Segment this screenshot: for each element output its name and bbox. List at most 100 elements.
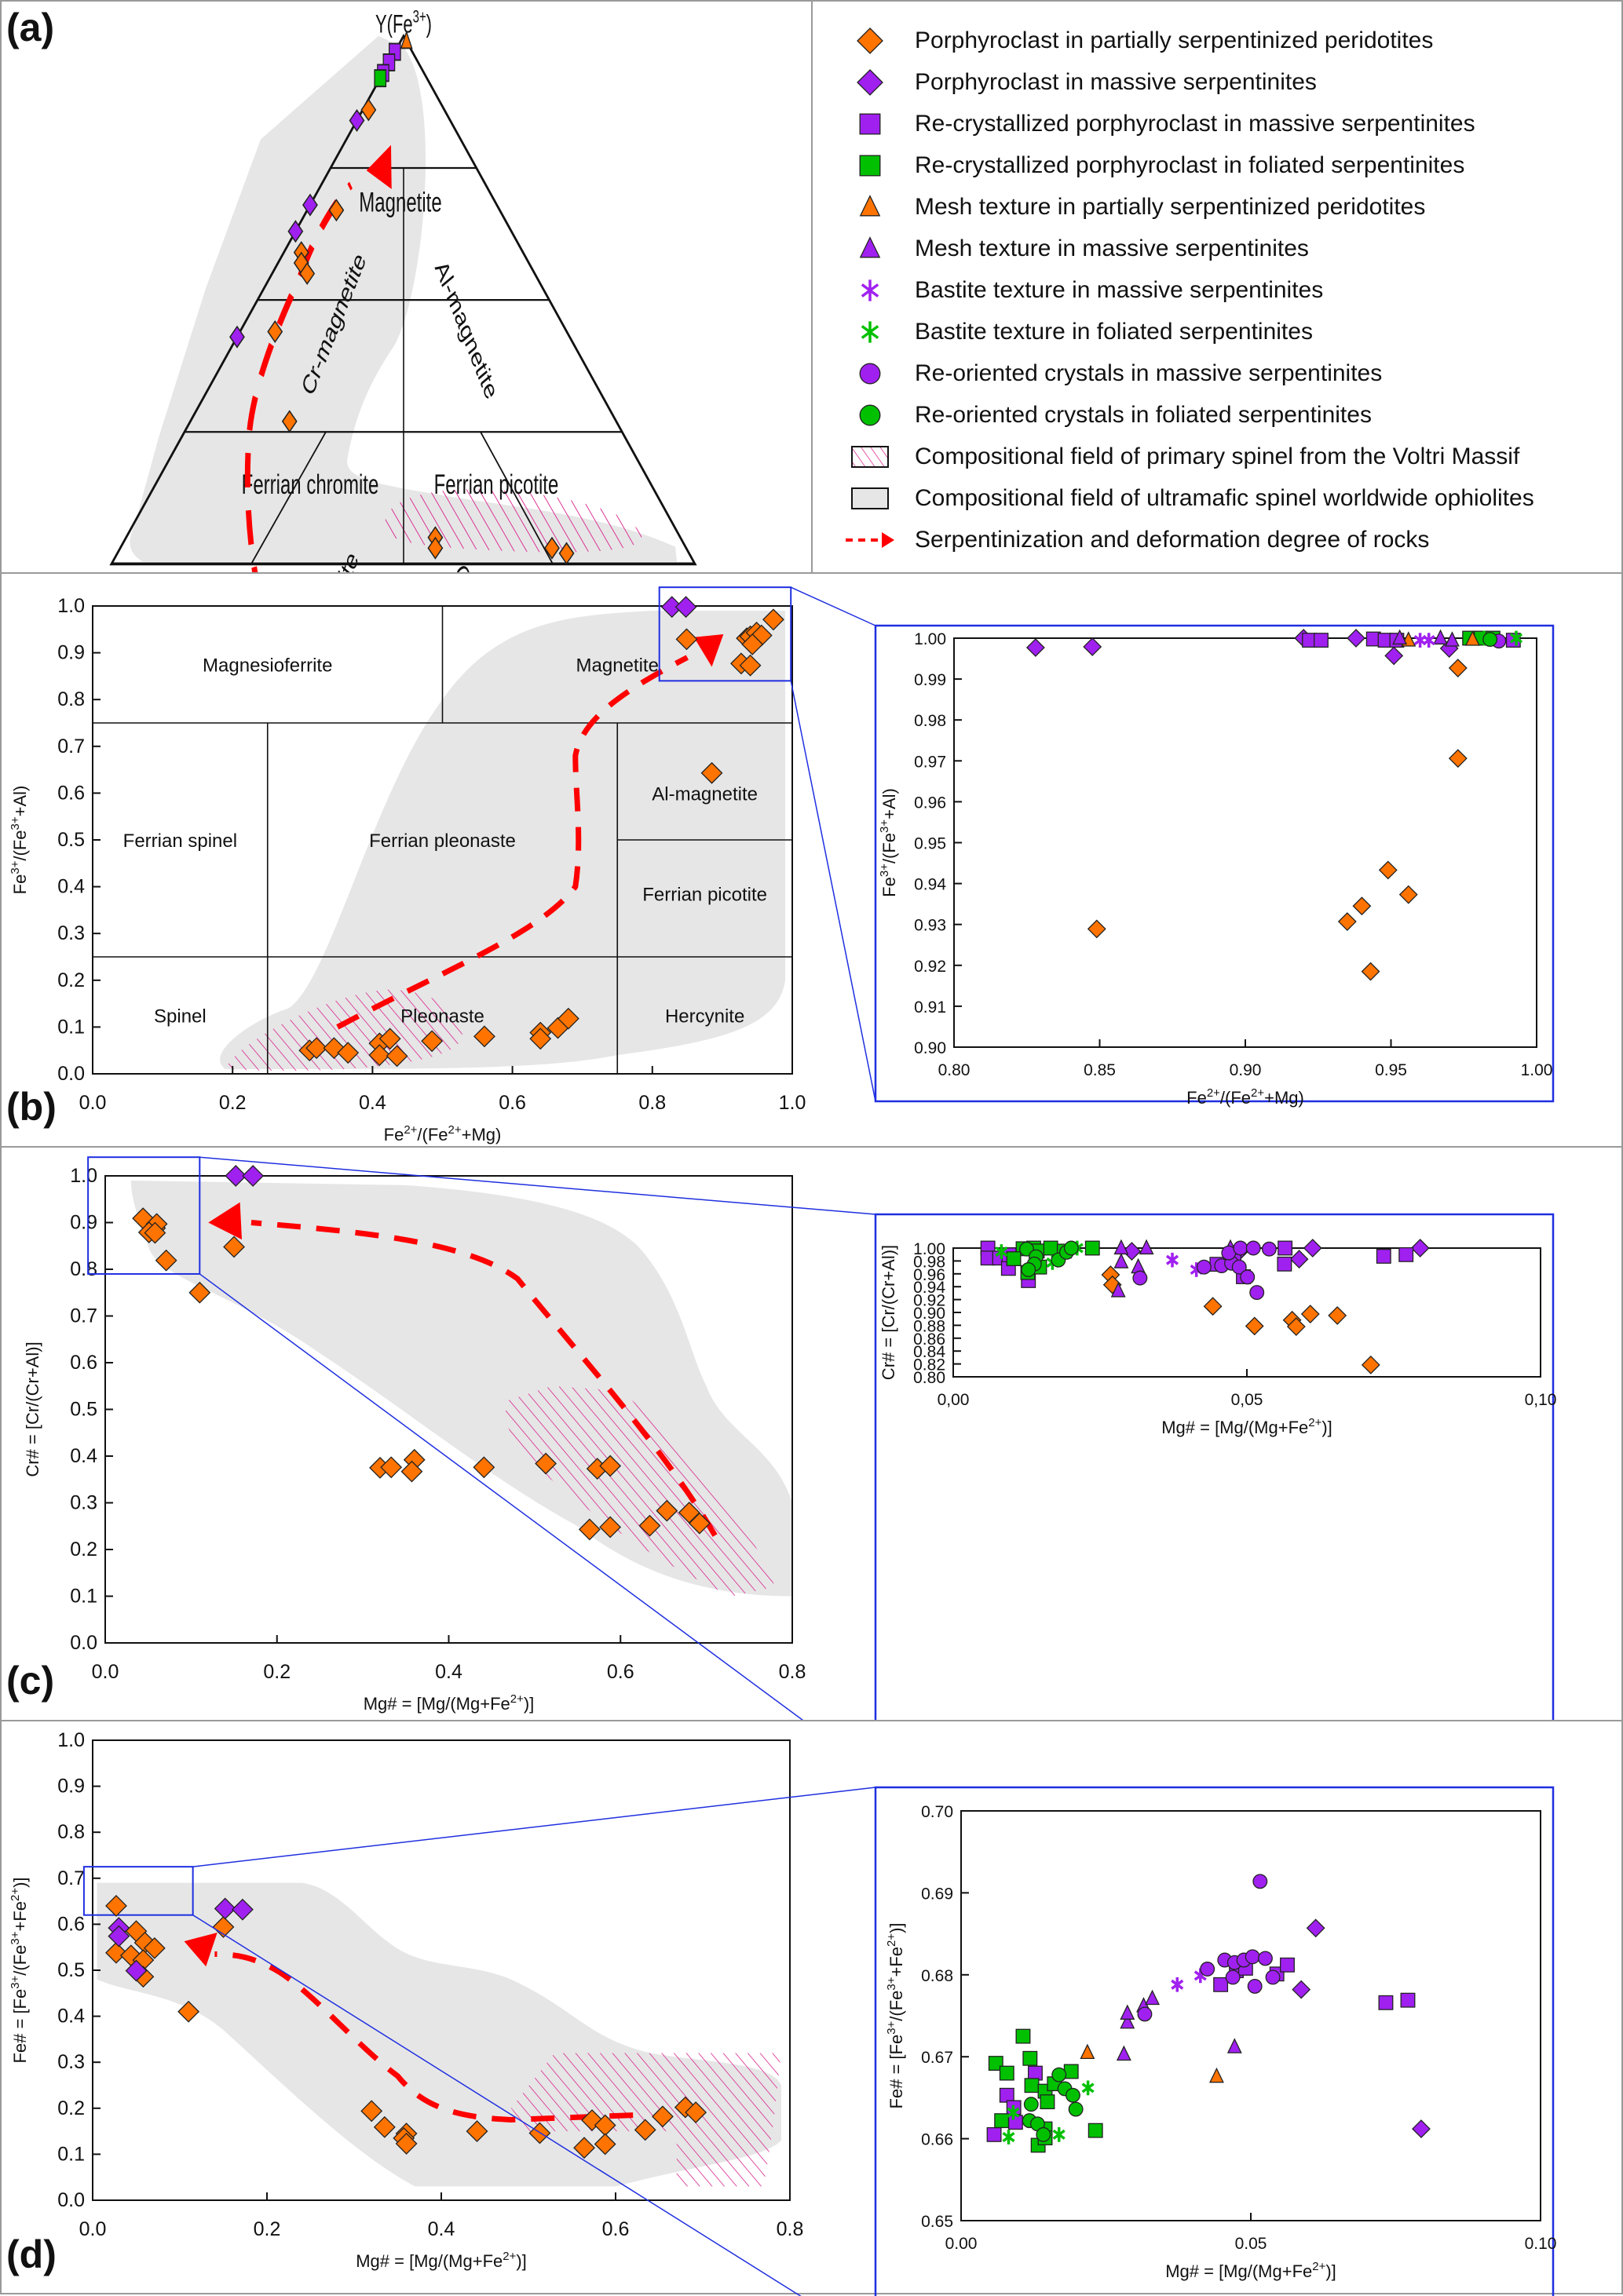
marker-asterisk (1172, 1977, 1183, 1992)
marker-asterisk (1167, 1253, 1178, 1268)
y-tick-label: 0.1 (57, 1016, 85, 1038)
marker-diamond (1353, 897, 1370, 914)
marker-circle (1065, 1241, 1079, 1255)
zoom-connector (791, 681, 875, 1101)
legend-item: Compositional field of ultramafic spinel… (844, 479, 1534, 518)
marker-diamond (1362, 1356, 1380, 1374)
legend-triangle-icon (844, 188, 915, 227)
inset-frame (875, 1214, 1553, 1774)
y-tick-label: 0.0 (57, 1063, 85, 1085)
marker-diamond (1385, 647, 1402, 664)
x-tick-label: 0.0 (79, 1092, 107, 1114)
marker-circle (1022, 1263, 1036, 1277)
x-tick-label: 0.2 (263, 1661, 291, 1683)
marker-circle (1259, 1951, 1273, 1966)
marker-circle (1483, 633, 1497, 647)
legend-symbol-square (844, 146, 915, 185)
inset-frame (875, 1787, 1553, 2296)
field-label-ferrian-picotite: Ferrian picotite (434, 470, 559, 501)
y-tick-label: 0.96 (914, 794, 946, 812)
y-tick-label: 0.97 (914, 753, 946, 771)
x-tick-label: 0,10 (1525, 1391, 1557, 1409)
marker-circle (1036, 2128, 1051, 2142)
y-axis-label: Cr# = [Cr/(Cr+Al)] (879, 1245, 898, 1380)
marker-square (1278, 1258, 1292, 1272)
marker-circle (1201, 1962, 1215, 1977)
legend-item: Compositional field of primary spinel fr… (844, 437, 1519, 476)
y-tick-label: 0.95 (914, 835, 946, 853)
y-tick-label: 0.8 (57, 1821, 85, 1843)
x-tick-label: 0.8 (638, 1092, 666, 1114)
marker-circle (1266, 1970, 1280, 1984)
y-tick-label: 0.92 (914, 958, 946, 976)
x-tick-label: 0.8 (777, 2218, 804, 2240)
y-tick-label: 0.6 (57, 782, 85, 804)
field-label-ferrian-chromite: Ferrian chromite (242, 470, 379, 501)
marker-square (1016, 2029, 1030, 2043)
x-axis-label: Fe2+​/(Fe2+​+Mg) (1186, 1086, 1304, 1108)
legend-label: Porphyroclast in partially serpentinized… (915, 27, 1433, 54)
x-axis-label: Fe2+​/(Fe2+​+Mg) (384, 1123, 502, 1144)
legend-symbol-dashed-arrow (844, 520, 915, 560)
y-tick-label: 0.8 (57, 688, 85, 710)
marker-triangle (1228, 2039, 1241, 2053)
legend-asterisk-icon (844, 271, 915, 310)
legend-label: Porphyroclast in massive serpentinites (915, 69, 1317, 96)
marker-square (860, 114, 880, 134)
y-tick-label: 0.98 (914, 712, 946, 730)
marker-diamond (1449, 750, 1467, 767)
marker-diamond (1302, 1305, 1319, 1323)
legend-item: Re-crystallized porphyroclast in foliate… (844, 146, 1464, 185)
x-tick-label: 0.4 (428, 2218, 455, 2240)
marker-diamond (1304, 1239, 1321, 1257)
y-tick-label: 0.7 (57, 1867, 85, 1889)
y-tick-label: 0.66 (921, 2131, 953, 2149)
marker-square (375, 70, 386, 86)
marker-diamond (1347, 630, 1365, 647)
x-axis-label: Mg# = [Mg/(Mg+Fe2+​)] (356, 2250, 527, 2271)
x-axis-label: Mg# = [Mg/(Mg+Fe2+​)] (364, 1692, 535, 1714)
marker-circle (1226, 1970, 1240, 1984)
legend-circle-icon (844, 354, 915, 393)
y-tick-label: 0.68 (921, 1967, 953, 1985)
legend-symbol-asterisk (844, 312, 915, 352)
legend-label: Re-crystallized porphyroclast in foliate… (915, 152, 1464, 179)
marker-square (1281, 1958, 1295, 1972)
marker-triangle (1146, 1991, 1159, 2004)
legend-hatch-box-icon (844, 437, 915, 476)
legend-label: Bastite texture in foliated serpentinite… (915, 319, 1313, 345)
field-label-magnetite: Magnetite (576, 655, 659, 677)
y-tick-label: 0.90 (914, 1039, 946, 1057)
x-tick-label: 0.4 (359, 1092, 386, 1114)
plot-frame (954, 638, 1537, 1047)
marker-circle (1241, 1270, 1255, 1284)
field-label-ferrian-picotite: Ferrian picotite (642, 885, 767, 906)
y-tick-label: 0.9 (57, 1776, 85, 1798)
x-tick-label: 0,00 (938, 1391, 970, 1409)
marker-square (1000, 2088, 1014, 2102)
marker-triangle (1115, 1240, 1128, 1254)
legend-label: Serpentinization and deformation degree … (915, 527, 1429, 553)
marker-square (1040, 2095, 1055, 2109)
y-tick-label: 0.1 (57, 2143, 85, 2165)
y-tick-label: 0.7 (57, 736, 85, 757)
marker-triangle (1120, 2006, 1134, 2019)
x-tick-label: 0.4 (435, 1661, 462, 1683)
marker-triangle (1140, 1240, 1153, 1254)
y-axis-label: Fe3+​/(Fe3+​+Al) (9, 786, 30, 895)
y-tick-label: 0.6 (70, 1352, 97, 1374)
y-tick-label: 0.94 (914, 876, 946, 894)
y-tick-label: 0.4 (70, 1445, 97, 1467)
y-tick-label: 0.2 (57, 969, 85, 991)
legend-square-icon (844, 104, 915, 144)
marker-square (1025, 2079, 1039, 2093)
x-tick-label: 0.10 (1525, 2235, 1557, 2253)
x-tick-label: 0.0 (79, 2218, 107, 2240)
vertex-label-fe: Y(Fe3+) (375, 6, 432, 38)
legend-item: Bastite texture in foliated serpentinite… (844, 312, 1313, 352)
